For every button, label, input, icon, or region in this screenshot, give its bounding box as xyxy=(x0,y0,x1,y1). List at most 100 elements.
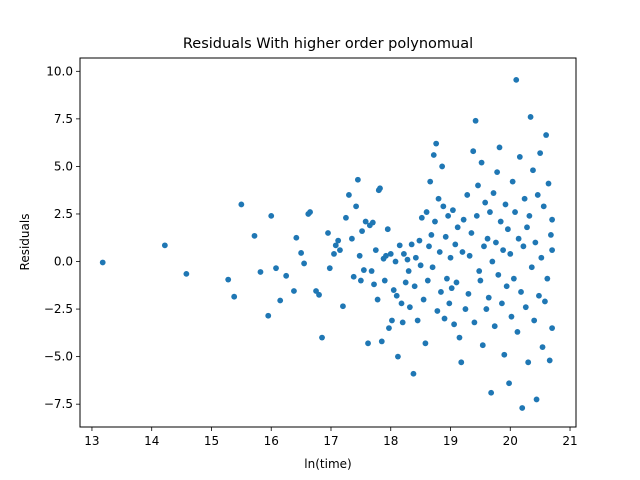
data-point xyxy=(491,323,498,330)
data-point xyxy=(350,273,357,280)
data-point xyxy=(528,264,535,271)
data-point xyxy=(468,230,475,236)
data-point xyxy=(384,226,391,233)
data-point xyxy=(257,269,264,275)
data-point xyxy=(445,212,452,219)
data-point xyxy=(383,252,389,259)
data-point xyxy=(435,195,442,202)
data-point xyxy=(460,216,467,223)
data-point xyxy=(374,296,381,303)
x-tick-label: 14 xyxy=(144,434,159,448)
data-point xyxy=(359,228,365,234)
data-point xyxy=(395,353,401,360)
data-point xyxy=(499,300,505,307)
data-point xyxy=(378,338,385,345)
x-tick-label: 13 xyxy=(84,434,99,448)
data-point xyxy=(427,178,434,185)
data-point xyxy=(440,203,447,210)
data-point xyxy=(514,329,521,335)
data-point xyxy=(389,317,395,324)
data-point xyxy=(503,283,510,290)
data-point xyxy=(462,306,469,312)
data-point xyxy=(442,233,449,240)
data-point xyxy=(446,300,453,307)
y-axis-label: Residuals xyxy=(18,214,32,271)
data-point xyxy=(357,277,364,284)
data-point xyxy=(439,163,446,170)
data-point xyxy=(183,270,190,277)
data-point xyxy=(417,262,424,269)
data-point xyxy=(472,117,479,124)
data-point xyxy=(354,176,361,183)
data-point xyxy=(277,297,284,304)
data-point xyxy=(471,319,478,326)
data-point xyxy=(447,254,454,261)
data-point xyxy=(298,250,305,256)
data-point xyxy=(386,325,392,331)
data-point xyxy=(497,218,504,225)
data-point xyxy=(392,258,399,265)
data-point xyxy=(538,254,545,261)
data-point xyxy=(496,144,503,151)
data-point xyxy=(510,275,517,282)
data-point xyxy=(161,242,168,249)
data-point xyxy=(319,334,325,341)
data-point xyxy=(450,207,456,214)
plot-area xyxy=(79,57,577,428)
data-point xyxy=(268,212,275,219)
data-point xyxy=(487,209,493,215)
data-point xyxy=(504,226,511,233)
data-point xyxy=(405,268,412,274)
data-point xyxy=(231,293,238,300)
data-point xyxy=(307,209,313,215)
data-point xyxy=(420,296,427,303)
data-point xyxy=(448,285,455,292)
data-point xyxy=(549,216,555,223)
data-point xyxy=(371,281,377,288)
data-point xyxy=(464,192,471,198)
data-point xyxy=(387,251,394,257)
data-point xyxy=(485,294,492,301)
data-point xyxy=(273,265,279,272)
data-point xyxy=(429,264,436,271)
data-point xyxy=(540,203,547,210)
data-point xyxy=(444,275,450,282)
data-point xyxy=(293,234,300,241)
data-point xyxy=(548,231,554,238)
data-point xyxy=(545,180,552,187)
data-point xyxy=(360,267,367,273)
data-point xyxy=(482,199,489,206)
data-point xyxy=(478,159,485,166)
data-point xyxy=(283,272,290,279)
data-point xyxy=(521,195,528,202)
data-point xyxy=(479,342,486,349)
y-tick-label: 5.0 xyxy=(54,159,73,173)
data-point xyxy=(459,249,466,255)
data-point xyxy=(526,212,533,219)
data-point xyxy=(332,242,339,249)
x-tick-label: 21 xyxy=(562,434,577,448)
data-point xyxy=(377,185,383,192)
data-point xyxy=(412,254,419,261)
data-point xyxy=(331,251,337,257)
data-point xyxy=(326,265,333,272)
data-point xyxy=(396,242,403,249)
data-point xyxy=(533,396,540,403)
data-point xyxy=(484,235,491,242)
data-point xyxy=(519,405,526,411)
data-point xyxy=(465,290,472,297)
data-point xyxy=(451,321,457,328)
data-point xyxy=(466,252,473,259)
data-point xyxy=(494,169,501,176)
data-point xyxy=(454,224,461,231)
data-point xyxy=(524,224,530,231)
data-point xyxy=(362,218,369,225)
data-point xyxy=(349,235,355,242)
data-point xyxy=(527,114,534,120)
data-point xyxy=(402,279,409,286)
data-point xyxy=(458,359,465,366)
y-tick-label: 2.5 xyxy=(54,207,73,221)
data-point xyxy=(530,167,536,174)
data-point xyxy=(369,219,376,226)
data-point xyxy=(549,325,555,331)
